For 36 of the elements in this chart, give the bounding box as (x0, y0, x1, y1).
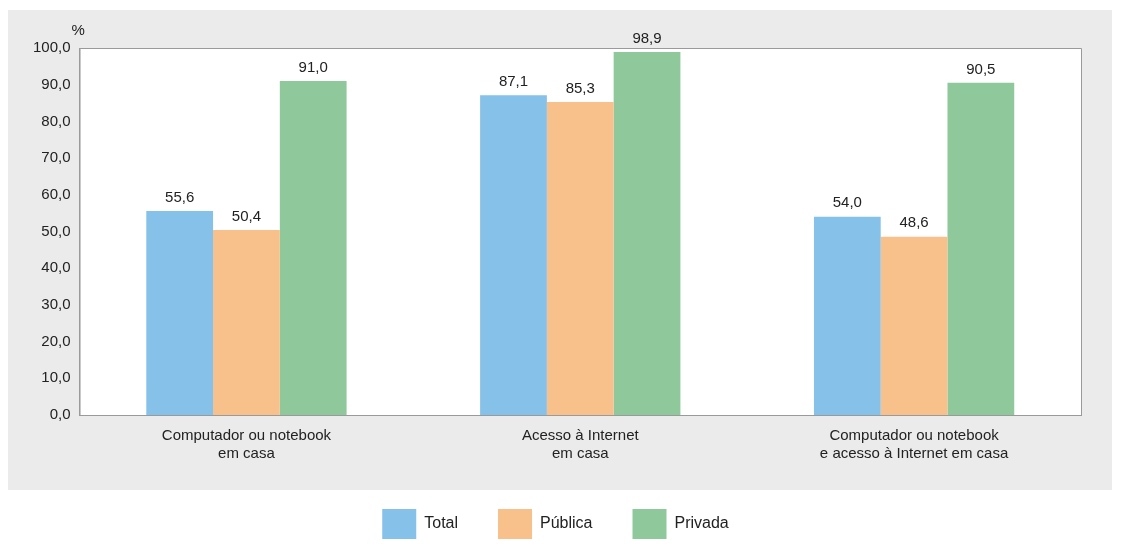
data-label: 48,6 (899, 213, 929, 231)
bar (480, 95, 547, 415)
legend-label: Pública (540, 514, 593, 532)
data-label: 87,1 (498, 71, 529, 89)
y-tick-label: 90,0 (41, 74, 71, 92)
y-tick-label: 20,0 (41, 331, 71, 349)
data-label: 91,0 (298, 57, 328, 75)
data-label: 85,3 (565, 78, 595, 96)
y-tick-label: 0,0 (49, 405, 71, 423)
data-label: 50,4 (231, 206, 262, 224)
data-label: 90,5 (966, 59, 996, 77)
x-tick-label: Computador ou notebook em casa (161, 426, 332, 462)
x-tick-label: Acesso à Internet em casa (521, 426, 640, 462)
data-label: 98,9 (632, 28, 662, 46)
y-tick-label: 40,0 (41, 258, 71, 276)
y-tick-label: 80,0 (41, 111, 71, 129)
legend-label: Total (424, 514, 459, 532)
x-tick-label: Computador ou notebook e acesso à Internet em casa (819, 426, 1009, 462)
bar (880, 236, 948, 415)
y-tick-label: 100,0 (32, 38, 71, 56)
bar (613, 52, 681, 415)
y-tick-label: 30,0 (41, 295, 71, 313)
bar (813, 216, 881, 415)
y-tick-label: 10,0 (41, 368, 71, 386)
bar (546, 101, 614, 415)
y-tick-label: 50,0 (41, 221, 71, 239)
bar (947, 82, 1015, 415)
bar (213, 230, 280, 415)
y-tick-label: 70,0 (41, 148, 71, 166)
bar (146, 210, 214, 415)
legend-label: Privada (674, 514, 729, 532)
y-tick-label: 60,0 (41, 184, 71, 202)
data-label: 54,0 (832, 193, 862, 211)
y-axis-title: % (71, 20, 85, 38)
bar (279, 81, 347, 415)
data-label: 55,6 (165, 187, 195, 205)
